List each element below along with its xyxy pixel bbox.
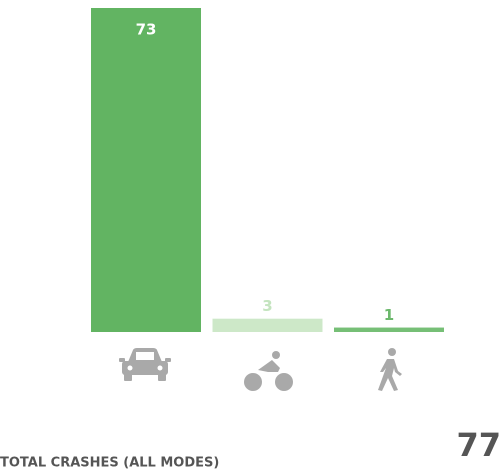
bike-icon	[244, 351, 293, 391]
value-label: 3	[262, 297, 272, 315]
value-label: 73	[136, 21, 157, 39]
footer-total: 77	[456, 426, 501, 464]
pedestrian-icon	[378, 348, 402, 391]
icons	[119, 348, 402, 391]
bar	[334, 327, 444, 332]
bar	[91, 8, 201, 332]
car-icon	[119, 348, 171, 381]
value-label: 1	[384, 306, 394, 324]
footer-label: TOTAL CRASHES (ALL MODES)	[0, 456, 219, 471]
bar	[212, 318, 323, 332]
